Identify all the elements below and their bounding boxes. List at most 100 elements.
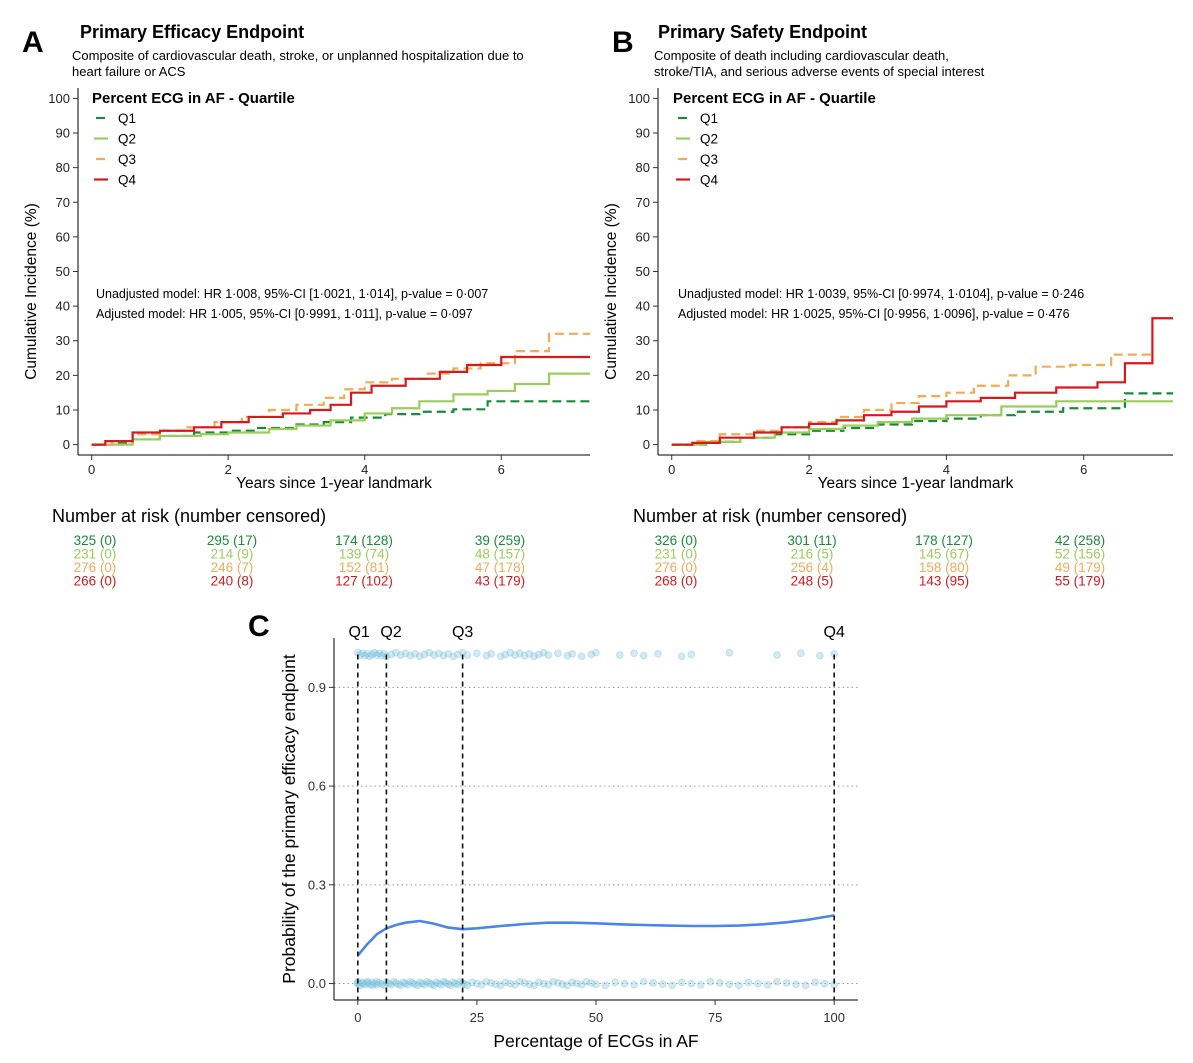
data-point xyxy=(773,977,781,986)
data-point xyxy=(782,979,791,987)
data-point xyxy=(544,651,553,659)
x-tick-label: 100 xyxy=(823,1010,845,1025)
data-point xyxy=(530,981,538,990)
y-tick-label: 40 xyxy=(56,299,70,314)
x-axis-title: Percentage of ECGs in AF xyxy=(493,1031,698,1051)
data-point xyxy=(797,649,805,658)
data-point xyxy=(535,978,543,987)
y-tick-label: 50 xyxy=(636,264,650,279)
data-point xyxy=(423,977,431,986)
quartile-lines: Q1 Q2 Q3 Q4 xyxy=(348,624,845,1000)
gridlines xyxy=(334,686,858,985)
data-point xyxy=(449,978,457,987)
data-point xyxy=(363,979,372,987)
quartile-label-q4: Q4 xyxy=(824,624,845,641)
data-point xyxy=(396,651,405,659)
x-tick-label: 4 xyxy=(361,462,368,477)
risk-cell: 268 (0) xyxy=(655,574,698,589)
data-point xyxy=(630,980,638,989)
risk-cell: 301 (11) xyxy=(787,533,836,548)
data-point xyxy=(535,650,543,659)
risk-cell: 47 (178) xyxy=(475,560,525,575)
data-point xyxy=(358,649,367,658)
data-point xyxy=(820,979,829,988)
data-point xyxy=(387,980,395,989)
risk-cell: 231 (0) xyxy=(655,547,698,562)
risk-cell: 152 (81) xyxy=(339,560,389,575)
data-point xyxy=(377,651,386,660)
data-point xyxy=(558,980,567,988)
axes: 0 10 20 30 40 50 60 70 80 90 100 0 2 4 6 Years since 1-… xyxy=(603,88,1173,492)
series-line-q4 xyxy=(91,355,590,446)
y-tick-label: 60 xyxy=(636,229,650,244)
data-point xyxy=(515,649,524,658)
data-point xyxy=(430,981,438,990)
risk-cell: 49 (179) xyxy=(1055,560,1105,575)
data-point xyxy=(439,977,448,986)
panel-title: Primary Safety Endpoint xyxy=(658,22,867,42)
x-tick-label: 4 xyxy=(943,462,950,477)
risk-cell: 216 (5) xyxy=(791,547,834,562)
data-point xyxy=(654,650,662,658)
data-point xyxy=(430,651,438,659)
data-point xyxy=(363,977,372,986)
data-point xyxy=(801,981,810,990)
series-layer xyxy=(671,317,1173,446)
legend-label-q3: Q3 xyxy=(700,152,718,167)
risk-cell: 178 (127) xyxy=(915,533,973,548)
data-point xyxy=(687,650,696,659)
x-tick-label: 75 xyxy=(708,1010,722,1025)
data-point xyxy=(432,978,441,987)
data-point xyxy=(744,978,753,987)
data-point xyxy=(611,978,619,987)
x-tick-label: 50 xyxy=(589,1010,603,1025)
y-tick-label: 0.9 xyxy=(308,680,326,695)
data-point xyxy=(520,979,529,987)
risk-cell: 266 (0) xyxy=(74,574,117,589)
data-point xyxy=(361,651,369,660)
risk-cell: 295 (17) xyxy=(207,533,257,548)
risk-cell: 240 (8) xyxy=(211,574,254,589)
risk-cell: 246 (7) xyxy=(211,560,254,575)
y-tick-label: 30 xyxy=(636,333,650,348)
risk-cell: 174 (128) xyxy=(335,533,393,548)
risk-cell: 143 (95) xyxy=(919,574,969,589)
data-point xyxy=(582,977,591,986)
data-point xyxy=(592,980,600,988)
data-point xyxy=(358,979,367,988)
model-annotation-unadjusted: Unadjusted model: HR 1·0039, 95%-CI [0·9… xyxy=(678,287,1084,301)
panel-subtitle-line-2: heart failure or ACS xyxy=(72,64,186,79)
model-annotation-adjusted: Adjusted model: HR 1·0025, 95%-CI [0·995… xyxy=(678,307,1070,321)
risk-cell: 43 (179) xyxy=(475,574,525,589)
points-layer xyxy=(354,648,838,990)
risk-cell: 145 (67) xyxy=(919,547,969,562)
y-tick-label: 0 xyxy=(643,437,650,452)
model-annotation-unadjusted: Unadjusted model: HR 1·008, 95%-CI [1·00… xyxy=(96,287,488,301)
legend-label-q4: Q4 xyxy=(700,173,719,188)
data-point xyxy=(399,978,407,987)
risk-cell: 276 (0) xyxy=(655,560,698,575)
data-point xyxy=(365,652,374,661)
x-tick-label: 0 xyxy=(88,462,95,477)
data-point xyxy=(396,981,405,990)
y-tick-label: 10 xyxy=(56,402,70,417)
series-line-q1 xyxy=(91,400,590,446)
data-point xyxy=(773,651,781,659)
data-point xyxy=(373,651,381,659)
smooth-layer xyxy=(356,914,835,957)
data-point xyxy=(418,979,426,988)
data-point xyxy=(468,978,476,987)
legend-label-q1: Q1 xyxy=(118,111,136,126)
panel-title: Primary Efficacy Endpoint xyxy=(80,22,304,42)
data-point xyxy=(363,650,372,658)
data-point xyxy=(587,979,596,987)
data-point xyxy=(444,650,453,658)
data-point xyxy=(487,650,496,658)
plot-area: Q1 Q2 Q3 Q4 0.0 0.3 0.6 0.9 0 25 50 75 100 Percentag… xyxy=(279,624,858,1051)
data-point xyxy=(415,978,424,987)
risk-cell: 248 (5) xyxy=(791,574,834,589)
x-tick-label: 0 xyxy=(668,462,675,477)
panel-b: B Primary Safety Endpoint Composite of d… xyxy=(603,22,1173,589)
series-line-q4 xyxy=(671,317,1173,446)
data-point xyxy=(401,649,410,658)
